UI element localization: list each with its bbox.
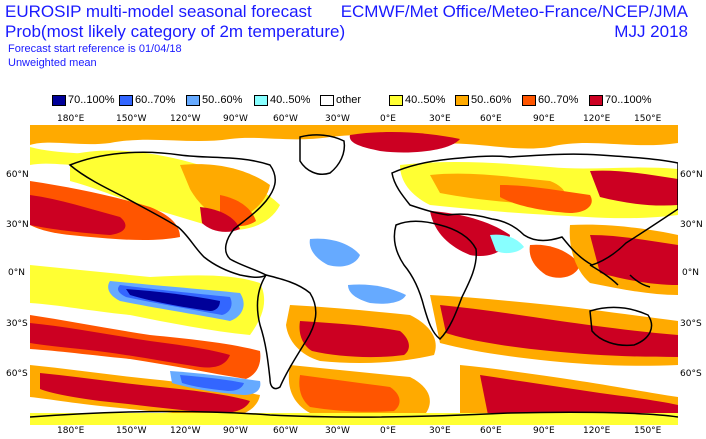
forecast-reference: Forecast start reference is 01/04/18 xyxy=(8,43,182,55)
legend-item: 40..50% xyxy=(389,94,445,106)
legend-swatch xyxy=(119,94,133,106)
lat-tick-right: 60°N xyxy=(680,170,703,180)
legend-label: other xyxy=(336,94,362,106)
lat-tick-right: 0°N xyxy=(682,268,699,278)
lon-tick-bottom: 120°W xyxy=(170,426,201,436)
lat-tick-left: 60°S xyxy=(6,369,28,379)
legend-swatch xyxy=(455,94,469,106)
legend-item: 60..70% xyxy=(119,94,175,106)
lon-tick-top: 90°E xyxy=(533,114,555,124)
weighting-note: Unweighted mean xyxy=(8,57,97,69)
forecast-map xyxy=(30,125,678,425)
legend-label: 40..50% xyxy=(405,94,446,106)
legend-swatch xyxy=(186,94,200,106)
lon-tick-bottom: 180°E xyxy=(57,426,85,436)
legend-label: 50..60% xyxy=(202,94,243,106)
lon-tick-bottom: 60°E xyxy=(480,426,502,436)
legend-label: 70..100% xyxy=(605,94,652,106)
legend-item: 40..50% xyxy=(254,94,310,106)
legend-item: other xyxy=(320,94,361,106)
legend-item: 50..60% xyxy=(186,94,242,106)
models-label: ECMWF/Met Office/Meteo-France/NCEP/JMA xyxy=(340,2,688,21)
lat-tick-left: 60°N xyxy=(6,170,29,180)
lon-tick-top: 120°W xyxy=(170,114,201,124)
legend-label: 60..70% xyxy=(538,94,579,106)
lon-tick-top: 60°E xyxy=(480,114,502,124)
lon-tick-top: 180°E xyxy=(57,114,85,124)
lon-tick-top: 60°W xyxy=(273,114,298,124)
lon-tick-top: 120°E xyxy=(583,114,611,124)
lon-tick-top: 30°W xyxy=(325,114,350,124)
lat-tick-right: 30°S xyxy=(680,319,702,329)
season-label: MJJ 2018 xyxy=(614,22,688,41)
lon-tick-top: 150°W xyxy=(116,114,147,124)
legend-swatch xyxy=(320,94,334,106)
legend-item: 50..60% xyxy=(455,94,511,106)
legend-label: 50..60% xyxy=(471,94,512,106)
lat-tick-left: 30°S xyxy=(6,319,28,329)
title-line-2: Prob(most likely category of 2m temperat… xyxy=(5,22,346,41)
legend-item: 60..70% xyxy=(522,94,578,106)
legend-item: 70..100% xyxy=(589,94,651,106)
lon-tick-bottom: 90°W xyxy=(223,426,248,436)
map-fills xyxy=(30,125,678,425)
legend-item: 70..100% xyxy=(52,94,114,106)
lon-tick-top: 150°E xyxy=(634,114,662,124)
legend-swatch xyxy=(389,94,403,106)
legend-swatch xyxy=(52,94,66,106)
legend-swatch xyxy=(589,94,603,106)
lon-tick-top: 0°E xyxy=(380,114,396,124)
lon-tick-bottom: 150°E xyxy=(634,426,662,436)
lat-tick-left: 0°N xyxy=(8,268,25,278)
legend-label: 60..70% xyxy=(135,94,176,106)
lon-tick-bottom: 150°W xyxy=(116,426,147,436)
lon-tick-bottom: 0°E xyxy=(380,426,396,436)
lon-tick-bottom: 30°E xyxy=(429,426,451,436)
legend-swatch xyxy=(254,94,268,106)
title-line-1: EUROSIP multi-model seasonal forecast xyxy=(5,2,312,21)
lon-tick-bottom: 120°E xyxy=(583,426,611,436)
lon-tick-bottom: 90°E xyxy=(533,426,555,436)
lat-tick-right: 30°N xyxy=(680,220,703,230)
lat-tick-left: 30°N xyxy=(6,220,29,230)
coastlines xyxy=(30,134,678,418)
legend-swatch xyxy=(522,94,536,106)
legend-label: 40..50% xyxy=(270,94,311,106)
lon-tick-bottom: 60°W xyxy=(273,426,298,436)
lon-tick-bottom: 30°W xyxy=(325,426,350,436)
lon-tick-top: 30°E xyxy=(429,114,451,124)
legend-label: 70..100% xyxy=(68,94,115,106)
legend: 70..100% 60..70% 50..60% 40..50% other 4… xyxy=(52,94,662,108)
lon-tick-top: 90°W xyxy=(223,114,248,124)
lat-tick-right: 60°S xyxy=(680,369,702,379)
